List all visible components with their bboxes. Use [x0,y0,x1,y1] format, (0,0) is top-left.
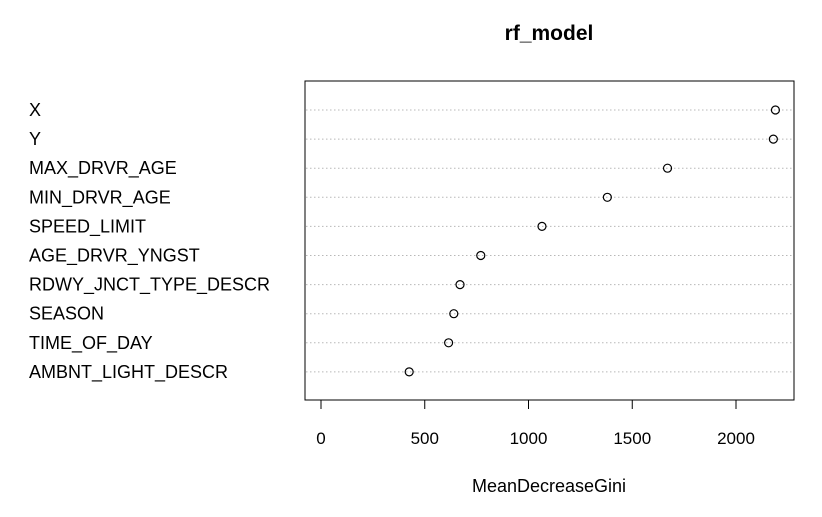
category-label: SPEED_LIMIT [29,216,146,237]
data-point [449,309,459,319]
x-tick-label: 0 [316,429,325,448]
x-axis: 0 500 1000 1500 2000 [316,399,755,448]
category-label: RDWY_JNCT_TYPE_DESCR [29,275,270,296]
category-label: Y [29,129,41,149]
category-label: AMBNT_LIGHT_DESCR [29,362,228,383]
x-tick-label: 1000 [510,429,548,448]
data-point [537,221,547,231]
data-point [404,367,414,377]
x-axis-label: MeanDecreaseGini [472,476,626,496]
x-tick-label: 1500 [613,429,651,448]
category-label: SEASON [29,304,104,324]
data-point [455,280,465,290]
data-point [770,105,781,115]
plot-frame [304,80,795,401]
data-point [768,134,778,144]
chart-title: rf_model [505,22,594,45]
category-label: MIN_DRVR_AGE [29,187,171,208]
category-label: X [29,100,41,120]
data-point [476,250,486,261]
category-label: AGE_DRVR_YNGST [29,246,200,267]
data-point [662,163,673,173]
category-label: TIME_OF_DAY [29,333,153,354]
data-point [602,192,612,202]
category-label: MAX_DRVR_AGE [29,158,177,179]
x-tick-label: 2000 [717,429,755,448]
x-tick-label: 500 [411,429,439,448]
data-point [444,338,454,348]
